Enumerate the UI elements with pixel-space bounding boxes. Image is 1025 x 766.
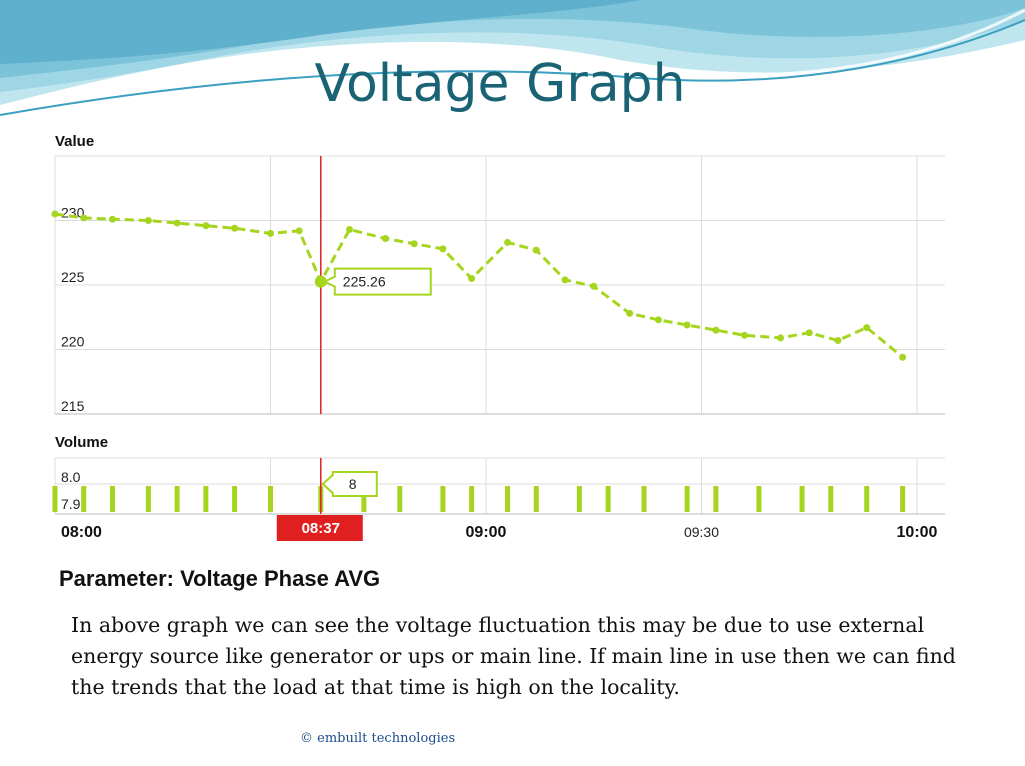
volume-bar: [232, 486, 238, 512]
value-tooltip: [322, 267, 432, 296]
slide-title: Voltage Graph: [314, 54, 686, 114]
voltage-point: [439, 245, 447, 253]
voltage-point: [231, 224, 239, 232]
upper-plot-grid: [54, 155, 945, 415]
header-wave-decoration: [0, 0, 1025, 116]
voltage-series: [51, 210, 907, 361]
cursor-time-badge: [276, 515, 363, 541]
voltage-point: [532, 246, 540, 254]
voltage-point: [51, 210, 59, 218]
volume-bar: [361, 486, 367, 512]
voltage-point: [108, 215, 116, 223]
x-tick-label: 09:00: [466, 524, 507, 541]
volume-bar: [52, 486, 58, 512]
volume-bar: [828, 486, 834, 512]
volume-bar: [641, 486, 647, 512]
voltage-point: [863, 324, 871, 332]
value-tooltip-label: 225.26: [343, 274, 386, 290]
y-tick-label: 215: [61, 398, 85, 414]
x-tick-label: 08:00: [61, 524, 102, 541]
voltage-point: [899, 353, 907, 361]
lower-panel-title: Volume: [55, 434, 108, 451]
voltage-point: [504, 238, 512, 246]
voltage-point: [590, 282, 598, 290]
volume-bar: [900, 486, 906, 512]
volume-bar: [684, 486, 690, 512]
volume-bar: [145, 486, 151, 512]
volume-bar: [203, 486, 209, 512]
voltage-point: [410, 240, 418, 248]
x-tick-label: 09:30: [684, 524, 719, 540]
voltage-point: [80, 214, 88, 222]
description-text: In above graph we can see the voltage fl…: [71, 613, 956, 699]
voltage-point: [346, 226, 354, 234]
voltage-point: [805, 329, 813, 337]
volume-bar: [469, 486, 475, 512]
volume-bar: [81, 486, 87, 512]
voltage-point: [173, 219, 181, 227]
voltage-point: [712, 326, 720, 334]
x-tick-labels: 08:00 09:00 09:30 10:00: [61, 524, 938, 541]
voltage-point: [834, 336, 842, 344]
voltage-point: [295, 227, 303, 235]
footer-copyright: © embuilt technologies: [300, 731, 456, 746]
volume-bar: [799, 486, 805, 512]
volume-bar: [505, 486, 511, 512]
voltage-point: [144, 217, 152, 224]
volume-bar: [533, 486, 539, 512]
volume-bar: [576, 486, 582, 512]
volume-bar: [174, 486, 180, 512]
volume-bar: [756, 486, 762, 512]
voltage-point: [468, 275, 476, 283]
volume-bar: [109, 486, 115, 512]
voltage-point: [267, 229, 274, 237]
voltage-point: [777, 334, 785, 342]
cursor-time-label: 08:37: [302, 520, 340, 537]
volume-bar: [268, 486, 273, 512]
voltage-point: [381, 235, 389, 243]
y-tick-label: 7.9: [61, 496, 81, 512]
volume-bar: [397, 486, 403, 512]
voltage-point: [741, 331, 749, 339]
y-tick-label: 230: [61, 205, 85, 221]
parameter-label: Parameter: Voltage Phase AVG: [59, 566, 380, 591]
x-tick-label: 10:00: [897, 524, 938, 541]
voltage-point: [683, 321, 691, 329]
y-tick-label: 8.0: [61, 469, 81, 485]
y-tick-label: 225: [61, 269, 85, 285]
volume-bar: [605, 486, 611, 512]
voltage-point: [626, 309, 634, 317]
upper-panel-title: Value: [55, 133, 94, 150]
volume-bar: [713, 486, 719, 512]
voltage-point: [202, 222, 210, 230]
volume-tooltip-label: 8: [349, 476, 357, 492]
lower-y-tick-labels: 7.9 8.0: [61, 469, 81, 512]
y-tick-label: 220: [61, 334, 85, 350]
volume-bars: [52, 486, 906, 512]
cursor-point: [314, 275, 327, 288]
voltage-point: [561, 276, 569, 284]
voltage-point: [654, 316, 662, 324]
cursor-group: 225.26 8 08:37: [276, 156, 432, 541]
volume-bar: [864, 486, 870, 512]
voltage-chart: Value Volume 215 220 225 230 7.9 8.0 225.26 8…: [45, 126, 965, 598]
volume-bar: [440, 486, 446, 512]
upper-y-tick-labels: 215 220 225 230: [61, 205, 85, 415]
volume-tooltip: [321, 471, 378, 497]
